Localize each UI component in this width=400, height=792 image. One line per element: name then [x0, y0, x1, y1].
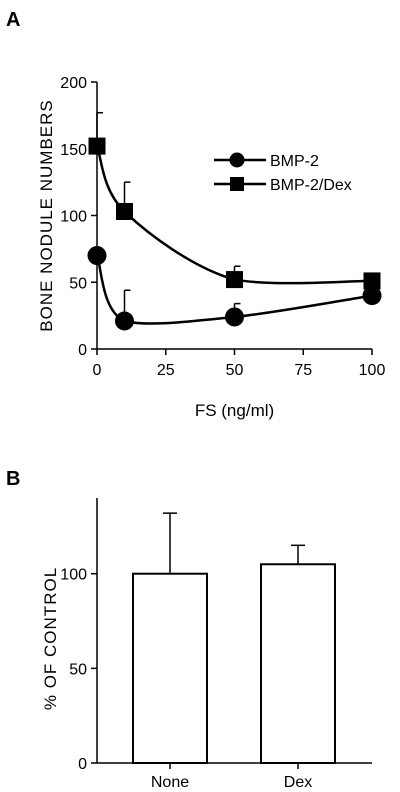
- series-line-bmp2-dex: [95, 145, 373, 285]
- x-tick-label: None: [151, 774, 189, 791]
- y-tick-label: 50: [69, 275, 87, 292]
- data-point: [115, 311, 134, 331]
- line-chart: 0 50 100 150 200 0 25 50 75 100 BMP-2 BMP-2/Dex B…: [37, 75, 385, 420]
- bar-dex: [260, 563, 336, 764]
- y-tick-label: 0: [78, 342, 87, 359]
- legend-marker: [229, 152, 245, 168]
- data-point: [87, 246, 107, 266]
- data-point: [363, 272, 381, 290]
- panel-b-letter: B: [6, 468, 20, 490]
- series-line-bmp2: [95, 255, 373, 325]
- data-point: [225, 307, 244, 327]
- x-tick-label: 0: [93, 362, 102, 379]
- y-tick-label: 150: [60, 142, 87, 159]
- y-tick-label: 100: [60, 567, 87, 584]
- y-tick-label: 0: [78, 756, 87, 773]
- x-tick-label: 100: [359, 362, 386, 379]
- y-axis-label: BONE NODULE NUMBERS: [37, 99, 56, 331]
- x-tick-label: 50: [226, 362, 244, 379]
- bar-none: [132, 572, 208, 765]
- bar-chart: 0 50 100 None Dex % OF CONTROL: [41, 498, 372, 791]
- data-point: [362, 286, 382, 306]
- legend-marker: [230, 177, 244, 191]
- x-tick-label: Dex: [284, 774, 312, 791]
- x-tick-label: 25: [157, 362, 175, 379]
- panel-a-letter: A: [6, 9, 20, 31]
- y-tick-label: 100: [60, 209, 87, 226]
- x-axis-label: FS (ng/ml): [195, 401, 274, 420]
- legend-label: BMP-2: [270, 153, 319, 170]
- y-axis-label: % OF CONTROL: [41, 567, 60, 710]
- legend-label: BMP-2/Dex: [270, 177, 352, 194]
- data-point: [116, 202, 133, 220]
- y-tick-label: 50: [69, 661, 87, 678]
- data-point: [226, 271, 243, 289]
- data-point: [88, 137, 106, 155]
- y-tick-label: 200: [60, 75, 87, 92]
- x-tick-label: 75: [294, 362, 312, 379]
